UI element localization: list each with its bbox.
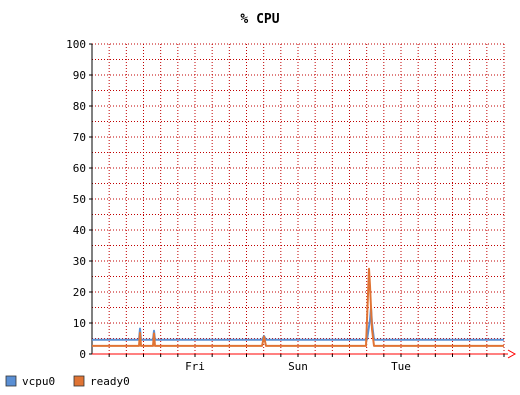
legend-label-vcpu0: vcpu0	[22, 375, 55, 388]
y-tick-label: 60	[73, 162, 86, 175]
x-axis-arrow-icon	[507, 349, 517, 359]
axes: 0 10 20 30 40 50 60 70 80 90 100 Fri Sun Tue	[66, 38, 517, 373]
legend-label-ready0: ready0	[90, 375, 130, 388]
y-tick-label: 20	[73, 286, 86, 299]
y-tick-label: 70	[73, 131, 86, 144]
y-tick-label: 30	[73, 255, 86, 268]
grid	[92, 43, 505, 354]
series	[92, 267, 504, 347]
y-tick-label: 40	[73, 224, 86, 237]
legend-swatch-vcpu0	[5, 375, 17, 387]
y-tick-label: 90	[73, 69, 86, 82]
legend: vcpu0 ready0	[5, 375, 130, 388]
y-tick-label: 100	[66, 38, 86, 51]
x-tick-label: Tue	[391, 360, 411, 373]
series-line-ready0	[92, 267, 504, 347]
y-tick-label: 50	[73, 193, 86, 206]
x-tick-label: Sun	[288, 360, 308, 373]
legend-swatch-ready0	[73, 375, 85, 387]
y-tick-label: 10	[73, 317, 86, 330]
chart-title: % CPU	[240, 12, 279, 27]
y-tick-label: 0	[79, 348, 86, 361]
x-tick-label: Fri	[185, 360, 205, 373]
y-tick-label: 80	[73, 100, 86, 113]
